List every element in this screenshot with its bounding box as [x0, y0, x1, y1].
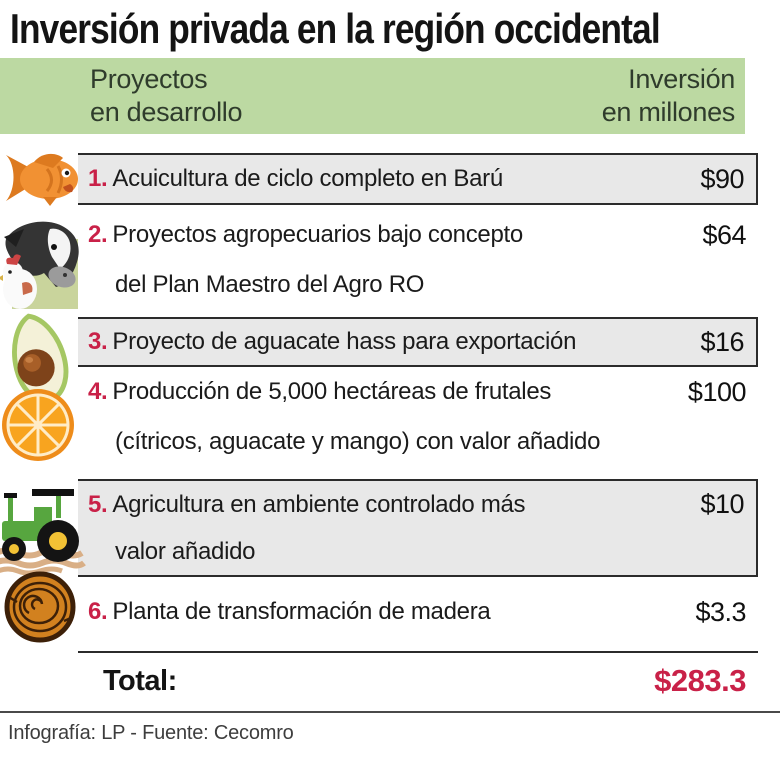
- header-projects-line2: en desarrollo: [90, 97, 243, 127]
- row-label: Proyectos agropecuarios bajo concepto: [112, 221, 523, 248]
- row-number: 4.: [88, 378, 108, 405]
- row-number: 5.: [88, 491, 108, 518]
- row-amount: $64: [702, 220, 746, 250]
- total-amount: $283.3: [654, 663, 746, 698]
- row-label: Producción de 5,000 hectáreas de frutale…: [112, 378, 552, 405]
- row-text: 1. Acuicultura de ciclo completo en Barú: [78, 155, 756, 203]
- row-label: Proyecto de aguacate hass para exportaci…: [112, 328, 577, 355]
- row-text: 6. Planta de transformación de madera: [78, 577, 758, 647]
- cow-icon: [0, 213, 84, 313]
- header-investment-line1: Inversión: [628, 64, 735, 94]
- row-amount: $3.3: [695, 597, 746, 627]
- table-row: 2. Proyectos agropecuarios bajo concepto …: [0, 205, 758, 317]
- page-title: Inversión privada en la región occidenta…: [10, 5, 661, 52]
- row-label: Planta de transformación de madera: [112, 598, 491, 625]
- row-text: 3. Proyecto de aguacate hass para exporta…: [78, 319, 756, 365]
- row-amount: $100: [687, 377, 747, 407]
- table-header: Proyectos en desarrollo Inversión en mil…: [0, 58, 745, 134]
- table-row: 5. Agricultura en ambiente controlado más…: [0, 479, 758, 577]
- table-row: 1. Acuicultura de ciclo completo en Barú …: [6, 153, 758, 206]
- row-text: 2. Proyectos agropecuarios bajo concepto: [78, 210, 758, 260]
- orange-icon: [0, 387, 76, 463]
- row-text: 5. Agricultura en ambiente controlado más: [78, 481, 756, 528]
- source-credit: Infografía: LP - Fuente: Cecomro: [8, 722, 294, 744]
- total-row: Total: $283.3: [78, 651, 758, 711]
- log-icon: [2, 569, 78, 645]
- row-amount: $10: [700, 489, 744, 519]
- header-investment: Inversión en millones: [601, 63, 736, 129]
- row-amount: $16: [700, 327, 744, 357]
- row-label: Acuicultura de ciclo completo en Barú: [112, 165, 503, 192]
- row-text: (cítricos, aguacate y mango) con valor a…: [115, 428, 601, 455]
- total-label: Total:: [103, 665, 177, 697]
- header-investment-line2: en millones: [601, 97, 736, 127]
- table-row: 6. Planta de transformación de madera $3.…: [4, 571, 758, 651]
- projects-table: 1. Acuicultura de ciclo completo en Barú …: [0, 153, 758, 651]
- avocado-icon: [2, 311, 76, 405]
- row-number: 6.: [88, 598, 108, 625]
- footer-divider: [0, 711, 780, 713]
- row-text: valor añadido: [115, 538, 256, 565]
- header-projects-line1: Proyectos: [90, 64, 208, 94]
- table-row: 3. Proyecto de aguacate hass para exporta…: [12, 313, 758, 403]
- row-amount: $90: [700, 164, 744, 194]
- tractor-icon: [0, 483, 86, 575]
- table-row: 4. Producción de 5,000 hectáreas de fruta…: [2, 367, 758, 479]
- row-number: 2.: [88, 221, 108, 248]
- row-number: 1.: [88, 165, 108, 192]
- row-text: 4. Producción de 5,000 hectáreas de fruta…: [78, 367, 758, 417]
- row-label: Agricultura en ambiente controlado más: [112, 491, 526, 518]
- row-number: 3.: [88, 328, 108, 355]
- row-text: del Plan Maestro del Agro RO: [115, 271, 425, 298]
- fish-icon: [2, 149, 82, 207]
- header-projects: Proyectos en desarrollo: [90, 63, 243, 129]
